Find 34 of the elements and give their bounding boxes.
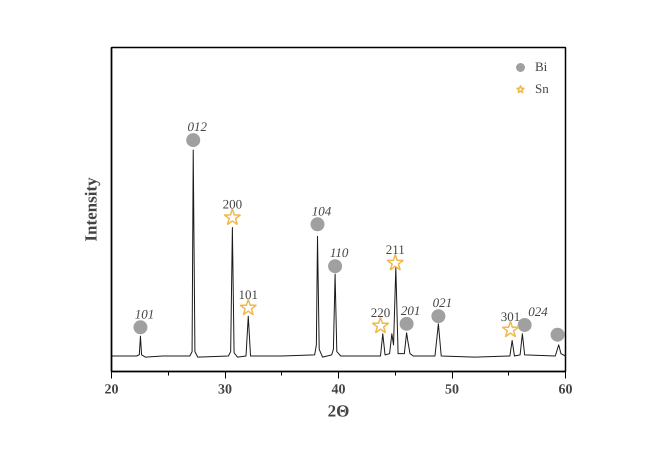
point bbox=[310, 217, 325, 232]
point bbox=[328, 259, 342, 274]
x-tick-label: 60 bbox=[558, 382, 572, 398]
annotation: 201 bbox=[400, 302, 420, 318]
x-tick-label: 50 bbox=[445, 382, 459, 398]
y-axis-title: Intensity bbox=[82, 176, 100, 242]
annotation: 110 bbox=[330, 245, 349, 260]
point bbox=[431, 309, 446, 324]
annotation: 101 bbox=[134, 306, 154, 322]
annotation: 220 bbox=[370, 304, 390, 320]
annotation: 012 bbox=[187, 119, 208, 134]
point bbox=[224, 208, 242, 226]
point bbox=[239, 298, 258, 316]
annotation: 104 bbox=[312, 203, 332, 218]
point bbox=[400, 316, 414, 331]
x-tick-label: 40 bbox=[332, 382, 346, 398]
annotation: 101 bbox=[238, 286, 258, 302]
annotation: 211 bbox=[386, 242, 405, 257]
x-tick-label: 20 bbox=[104, 382, 118, 398]
annotation: 021 bbox=[432, 295, 452, 310]
x-axis-title: 2Θ bbox=[328, 402, 350, 420]
point bbox=[502, 320, 520, 338]
annotation: 200 bbox=[222, 196, 242, 212]
point bbox=[386, 254, 404, 271]
annotation: 301 bbox=[500, 308, 520, 324]
point bbox=[186, 133, 200, 148]
point bbox=[372, 316, 390, 334]
point bbox=[518, 318, 532, 332]
point bbox=[133, 320, 148, 334]
x-tick-label: 30 bbox=[218, 382, 232, 398]
point bbox=[550, 328, 565, 342]
annotation: 024 bbox=[528, 304, 548, 319]
legend-label: Bi bbox=[535, 59, 548, 75]
legend-label: Sn bbox=[535, 81, 550, 97]
